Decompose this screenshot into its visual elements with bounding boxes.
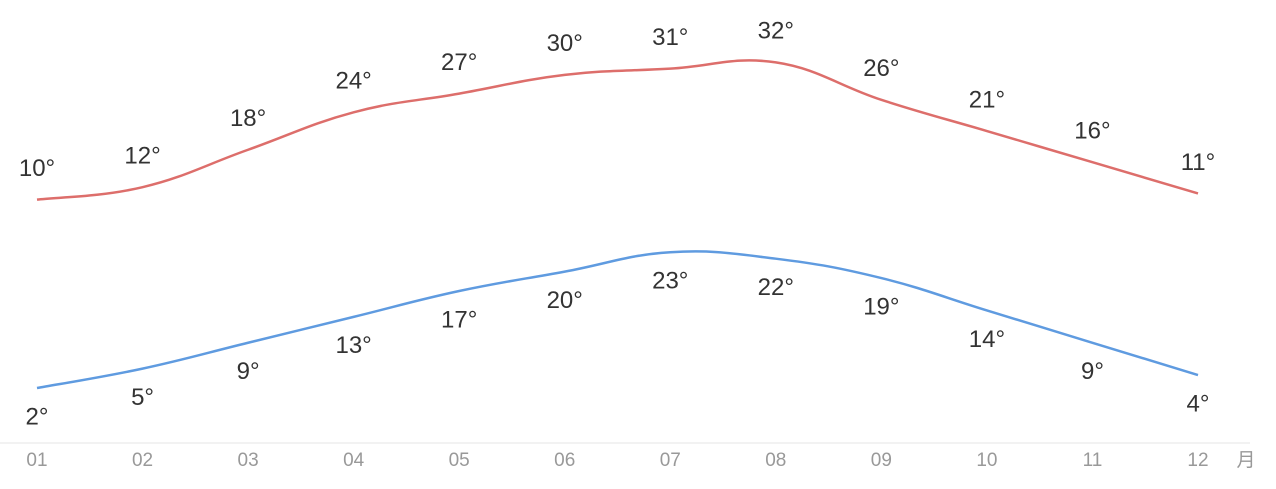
data-label: 19° [863, 293, 899, 320]
x-tick-label: 06 [554, 450, 575, 471]
x-tick-label: 12 [1187, 450, 1208, 471]
data-label: 11° [1181, 149, 1216, 176]
data-label: 30° [547, 30, 583, 57]
x-tick-label: 10 [976, 450, 997, 471]
data-label: 10° [19, 155, 55, 182]
x-tick-label: 11 [1083, 450, 1103, 471]
data-label: 21° [969, 86, 1005, 113]
x-tick-label: 03 [238, 450, 259, 471]
x-tick-label: 01 [26, 450, 47, 471]
x-tick-label: 05 [449, 450, 470, 471]
x-tick-label: 09 [871, 450, 892, 471]
data-label: 9° [237, 358, 260, 385]
data-label: 9° [1081, 358, 1104, 385]
data-label: 17° [441, 306, 477, 333]
data-label: 26° [863, 55, 899, 82]
data-label: 5° [131, 384, 154, 411]
data-label: 4° [1187, 390, 1210, 417]
line [36, 250, 1199, 390]
data-label: 2° [26, 403, 49, 430]
x-tick-label: 02 [132, 450, 153, 471]
data-label: 27° [441, 49, 477, 76]
data-label: 23° [652, 268, 688, 295]
data-label: 24° [335, 68, 371, 95]
data-label: 20° [547, 287, 583, 314]
data-label: 31° [652, 24, 688, 51]
data-label: 16° [1074, 118, 1110, 145]
x-tick-label: 07 [660, 450, 681, 471]
line [36, 59, 1199, 201]
data-label: 22° [758, 274, 794, 301]
x-tick-label: 08 [765, 450, 786, 471]
data-label: 13° [335, 332, 371, 359]
data-label: 18° [230, 105, 266, 132]
data-label: 32° [758, 18, 794, 45]
data-label: 14° [969, 326, 1005, 353]
x-tick-label: 04 [343, 450, 365, 471]
data-label: 12° [124, 143, 160, 170]
x-unit: 月 [1236, 450, 1255, 471]
